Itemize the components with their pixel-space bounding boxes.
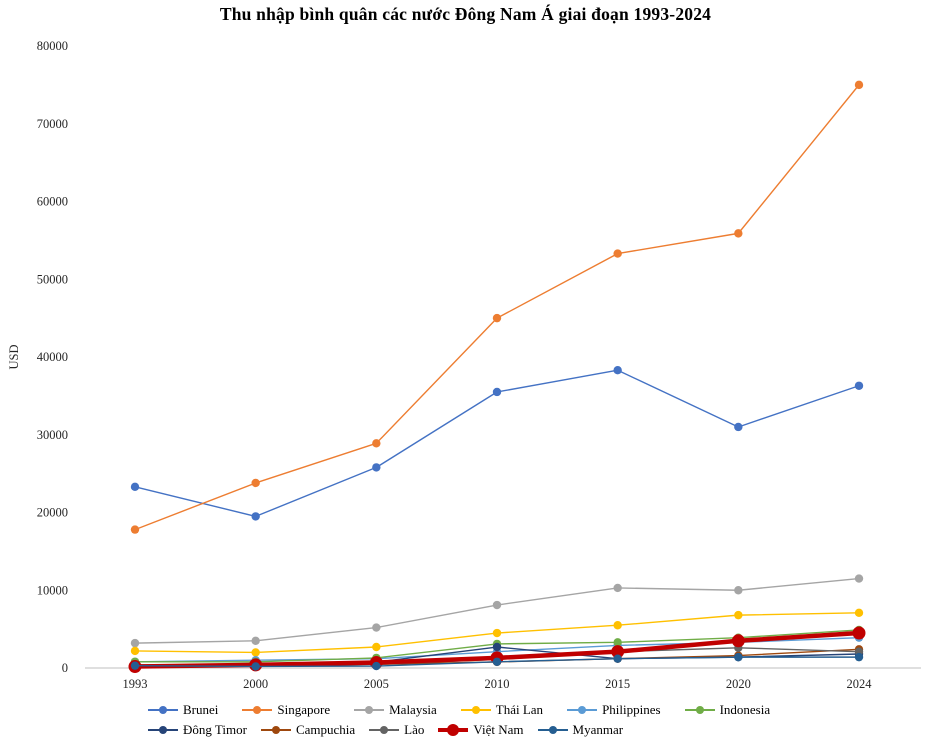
y-tick-label: 60000 (37, 195, 68, 209)
series-marker-3 (854, 608, 864, 617)
series-marker-9 (852, 626, 866, 640)
series-marker-0 (854, 381, 864, 390)
series-marker-0 (613, 366, 622, 375)
legend-label: Myanmar (572, 722, 624, 737)
series-marker-10 (492, 657, 502, 666)
legend-label: Việt Nam (473, 722, 524, 737)
legend-label: Đông Timor (183, 722, 247, 737)
series-marker-2 (372, 623, 381, 632)
series-marker-1 (854, 80, 864, 90)
chart-legend: Brunei Singapore Malaysia Thái Lan Philippin… (148, 702, 928, 738)
series-marker-10 (613, 654, 622, 663)
series-marker-3 (130, 646, 140, 656)
legend-item-lào: Lào (369, 722, 424, 738)
legend-item-indonesia: Indonesia (684, 702, 771, 718)
legend-label: Singapore (277, 702, 331, 717)
chart-title: Thu nhập bình quân các nước Đông Nam Á g… (219, 4, 712, 24)
legend-label: Indonesia (719, 702, 771, 717)
series-line-1 (134, 84, 860, 531)
y-tick-label: 10000 (37, 583, 68, 597)
series-marker-1 (492, 313, 502, 323)
x-tick-label: 2020 (726, 677, 751, 691)
series-marker-0 (734, 422, 743, 432)
legend-line-dot-icon (684, 703, 715, 717)
y-tick-label: 80000 (37, 39, 68, 53)
series-marker-3 (251, 648, 260, 657)
y-axis-title: USD (7, 344, 21, 369)
y-tick-label: 70000 (37, 117, 68, 131)
series-marker-2 (251, 636, 260, 645)
legend-label: Lào (404, 722, 425, 737)
y-tick-label: 20000 (37, 506, 68, 520)
series-marker-1 (372, 439, 381, 448)
series-marker-3 (492, 628, 502, 638)
y-tick-label: 30000 (37, 428, 68, 442)
series-marker-0 (251, 512, 260, 521)
legend-line-dot-icon (438, 723, 469, 737)
series-marker-0 (130, 482, 140, 492)
x-tick-label: 1993 (123, 677, 148, 691)
series-marker-5 (613, 638, 622, 647)
legend-item-việt-nam: Việt Nam (438, 722, 524, 738)
series-marker-2 (492, 600, 502, 610)
series-marker-0 (492, 387, 502, 397)
legend-label: Malaysia (389, 702, 437, 717)
legend-item-đông-timor: Đông Timor (148, 722, 247, 738)
series-marker-2 (854, 574, 864, 583)
legend-item-philippines: Philippines (567, 702, 661, 718)
legend-item-brunei: Brunei (148, 702, 218, 718)
series-marker-0 (372, 463, 381, 472)
series-marker-10 (734, 652, 743, 662)
legend-label: Campuchia (295, 722, 356, 737)
legend-line-dot-icon (369, 723, 400, 737)
legend-label: Philippines (602, 702, 661, 717)
legend-item-singapore: Singapore (242, 702, 330, 718)
series-marker-1 (613, 249, 622, 258)
series-marker-6 (492, 642, 502, 652)
series-marker-3 (613, 621, 622, 630)
legend-line-dot-icon (537, 723, 568, 737)
series-marker-1 (251, 478, 260, 488)
series-marker-2 (734, 586, 743, 595)
legend-line-dot-icon (242, 703, 273, 717)
series-marker-2 (613, 583, 622, 593)
series-marker-2 (130, 638, 140, 648)
series-marker-3 (734, 610, 743, 620)
x-tick-label: 2010 (485, 677, 510, 691)
legend-row-1: Brunei Singapore Malaysia Thái Lan Philippin… (148, 702, 928, 718)
legend-item-malaysia: Malaysia (354, 702, 437, 718)
legend-line-dot-icon (354, 703, 385, 717)
series-marker-3 (372, 642, 381, 652)
x-tick-label: 2000 (243, 677, 268, 691)
legend-label: Thái Lan (495, 702, 544, 717)
y-tick-label: 40000 (37, 350, 68, 364)
series-marker-1 (734, 229, 743, 238)
series-marker-1 (130, 525, 140, 534)
series-marker-9 (611, 645, 625, 659)
legend-line-dot-icon (148, 723, 178, 737)
legend-label: Brunei (183, 702, 219, 717)
series-marker-9 (731, 634, 745, 648)
x-tick-label: 2024 (847, 677, 873, 691)
legend-line-dot-icon (260, 723, 291, 737)
y-tick-label: 0 (62, 661, 68, 675)
series-marker-10 (372, 661, 381, 671)
series-marker-10 (854, 652, 864, 662)
x-tick-label: 2005 (364, 677, 389, 691)
line-chart-canvas: 0 10000 20000 30000 40000 50000 60000 70000 8000… (7, 39, 921, 691)
legend-line-dot-icon (148, 703, 178, 717)
series-marker-10 (130, 661, 140, 670)
legend-line-dot-icon (567, 703, 598, 717)
legend-item-myanmar: Myanmar (537, 722, 624, 738)
legend-item-thái-lan: Thái Lan (460, 702, 544, 718)
legend-line-dot-icon (460, 703, 491, 717)
x-tick-label: 2015 (605, 677, 630, 691)
series-marker-10 (251, 662, 260, 671)
y-tick-label: 50000 (37, 272, 68, 286)
legend-row-2: Đông Timor Campuchia Lào Việt Nam Myanmar (148, 722, 928, 738)
legend-item-campuchia: Campuchia (260, 722, 356, 738)
